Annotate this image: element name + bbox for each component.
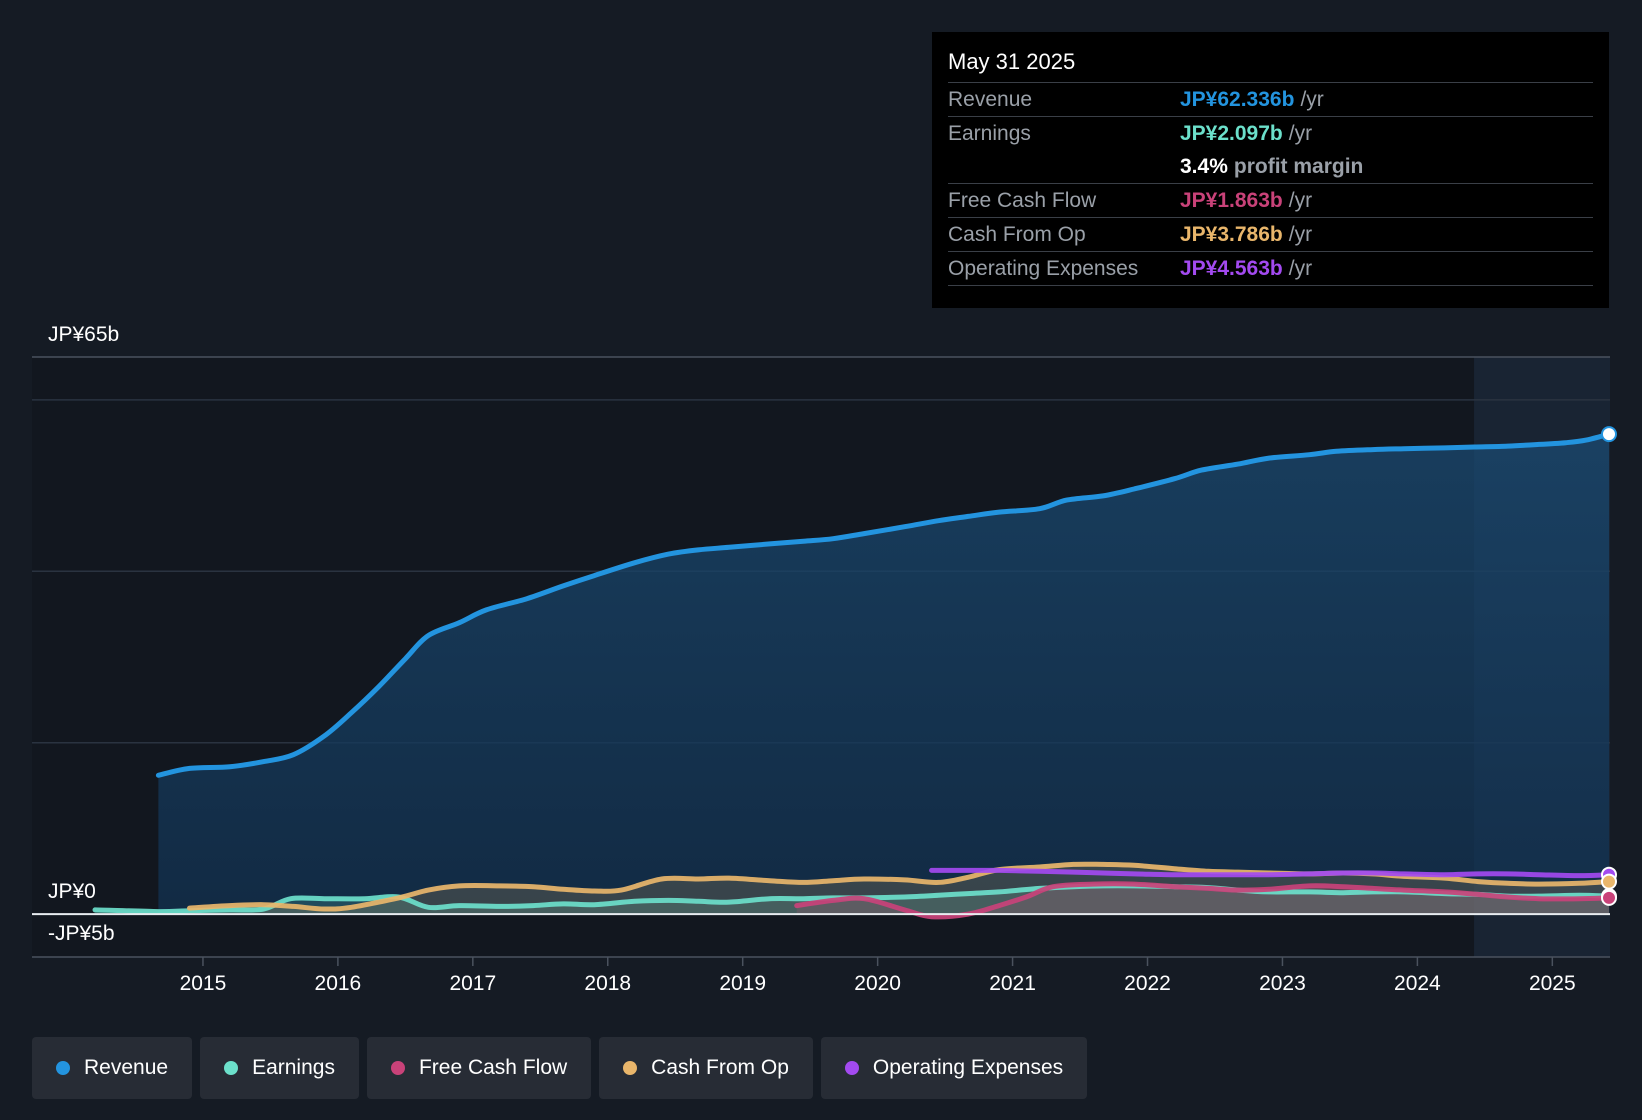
x-tick-label: 2024 bbox=[1394, 972, 1441, 995]
tooltip-value: JP¥2.097b bbox=[1180, 122, 1283, 145]
tooltip-label: Earnings bbox=[948, 122, 1031, 145]
legend-label: Earnings bbox=[252, 1056, 335, 1079]
legend-item-operating-expenses[interactable]: Operating Expenses bbox=[820, 1037, 1088, 1099]
legend-item-free-cash-flow[interactable]: Free Cash Flow bbox=[366, 1037, 592, 1099]
tooltip-row-free-cash-flow: Free Cash Flow JP¥1.863b /yr bbox=[948, 184, 1593, 218]
profit-margin-value: 3.4% bbox=[1180, 155, 1228, 178]
legend-item-earnings[interactable]: Earnings bbox=[200, 1037, 359, 1099]
y-axis-label: JP¥0 bbox=[48, 880, 96, 903]
legend-item-revenue[interactable]: Revenue bbox=[32, 1037, 193, 1099]
tooltip-value: JP¥4.563b bbox=[1180, 257, 1283, 280]
legend: Revenue Earnings Free Cash Flow Cash Fro… bbox=[32, 1037, 1088, 1099]
profit-margin-label: profit margin bbox=[1233, 155, 1364, 178]
x-tick-label: 2018 bbox=[584, 972, 631, 995]
tooltip-panel: May 31 2025 Revenue JP¥62.336b /yr Earni… bbox=[932, 32, 1609, 308]
tooltip-value: JP¥1.863b bbox=[1180, 189, 1283, 212]
tooltip-unit: /yr bbox=[1288, 223, 1313, 246]
tooltip-value: JP¥3.786b bbox=[1180, 223, 1283, 246]
y-axis-label: -JP¥5b bbox=[48, 922, 115, 945]
earnings-dot-icon bbox=[224, 1061, 239, 1075]
tooltip-label: Free Cash Flow bbox=[948, 189, 1097, 212]
legend-label: Cash From Op bbox=[651, 1056, 789, 1079]
legend-label: Operating Expenses bbox=[872, 1056, 1064, 1079]
tooltip-label: Operating Expenses bbox=[948, 257, 1139, 280]
tooltip-label: Cash From Op bbox=[948, 223, 1086, 246]
operating-expenses-line bbox=[929, 867, 1612, 879]
cash-from-op-dot-icon bbox=[623, 1061, 638, 1075]
x-tick-label: 2020 bbox=[854, 972, 901, 995]
tooltip-row-earnings: Earnings JP¥2.097b /yr bbox=[948, 117, 1593, 150]
tooltip-unit: /yr bbox=[1288, 257, 1313, 280]
legend-label: Revenue bbox=[84, 1056, 169, 1079]
tooltip-unit: /yr bbox=[1288, 189, 1313, 212]
tooltip-value: JP¥62.336b bbox=[1180, 88, 1295, 111]
free-cash-flow-line bbox=[794, 881, 1612, 920]
revenue-dot-icon bbox=[56, 1061, 70, 1075]
tooltip-date: May 31 2025 bbox=[948, 46, 1593, 83]
tooltip-label: Revenue bbox=[948, 88, 1033, 111]
legend-item-cash-from-op[interactable]: Cash From Op bbox=[599, 1037, 813, 1099]
tooltip-row-cash-from-op: Cash From Op JP¥3.786b /yr bbox=[948, 218, 1593, 252]
x-tick-label: 2019 bbox=[719, 972, 766, 995]
x-tick-label: 2016 bbox=[315, 972, 362, 995]
x-tick-label: 2022 bbox=[1124, 972, 1171, 995]
cash-from-op-end-marker bbox=[1601, 873, 1617, 890]
revenue-line bbox=[155, 431, 1612, 778]
chart-svg: JP¥65b JP¥0 -JP¥5b 2015 2016 2017 2018 2019 202… bbox=[32, 323, 1617, 995]
x-tick-label: 2025 bbox=[1529, 972, 1576, 995]
tooltip-row-operating-expenses: Operating Expenses JP¥4.563b /yr bbox=[948, 252, 1593, 286]
x-tick-label: 2021 bbox=[989, 972, 1036, 995]
revenue-end-marker bbox=[1601, 426, 1617, 443]
tooltip-row-revenue: Revenue JP¥62.336b /yr bbox=[948, 83, 1593, 117]
tooltip-row-profit-margin: 3.4% profit margin bbox=[948, 150, 1593, 184]
y-axis-label: JP¥65b bbox=[48, 323, 119, 346]
x-tick-label: 2015 bbox=[180, 972, 227, 995]
free-cash-flow-dot-icon bbox=[390, 1061, 405, 1075]
revenue-area bbox=[158, 434, 1609, 915]
free-cash-flow-end-marker bbox=[1601, 889, 1617, 906]
tooltip-unit: /yr bbox=[1300, 88, 1324, 111]
tooltip-unit: /yr bbox=[1288, 122, 1313, 145]
operating-expenses-dot-icon bbox=[844, 1061, 859, 1075]
legend-label: Free Cash Flow bbox=[418, 1056, 568, 1079]
x-tick-label: 2023 bbox=[1259, 972, 1306, 995]
x-tick-label: 2017 bbox=[449, 972, 496, 995]
